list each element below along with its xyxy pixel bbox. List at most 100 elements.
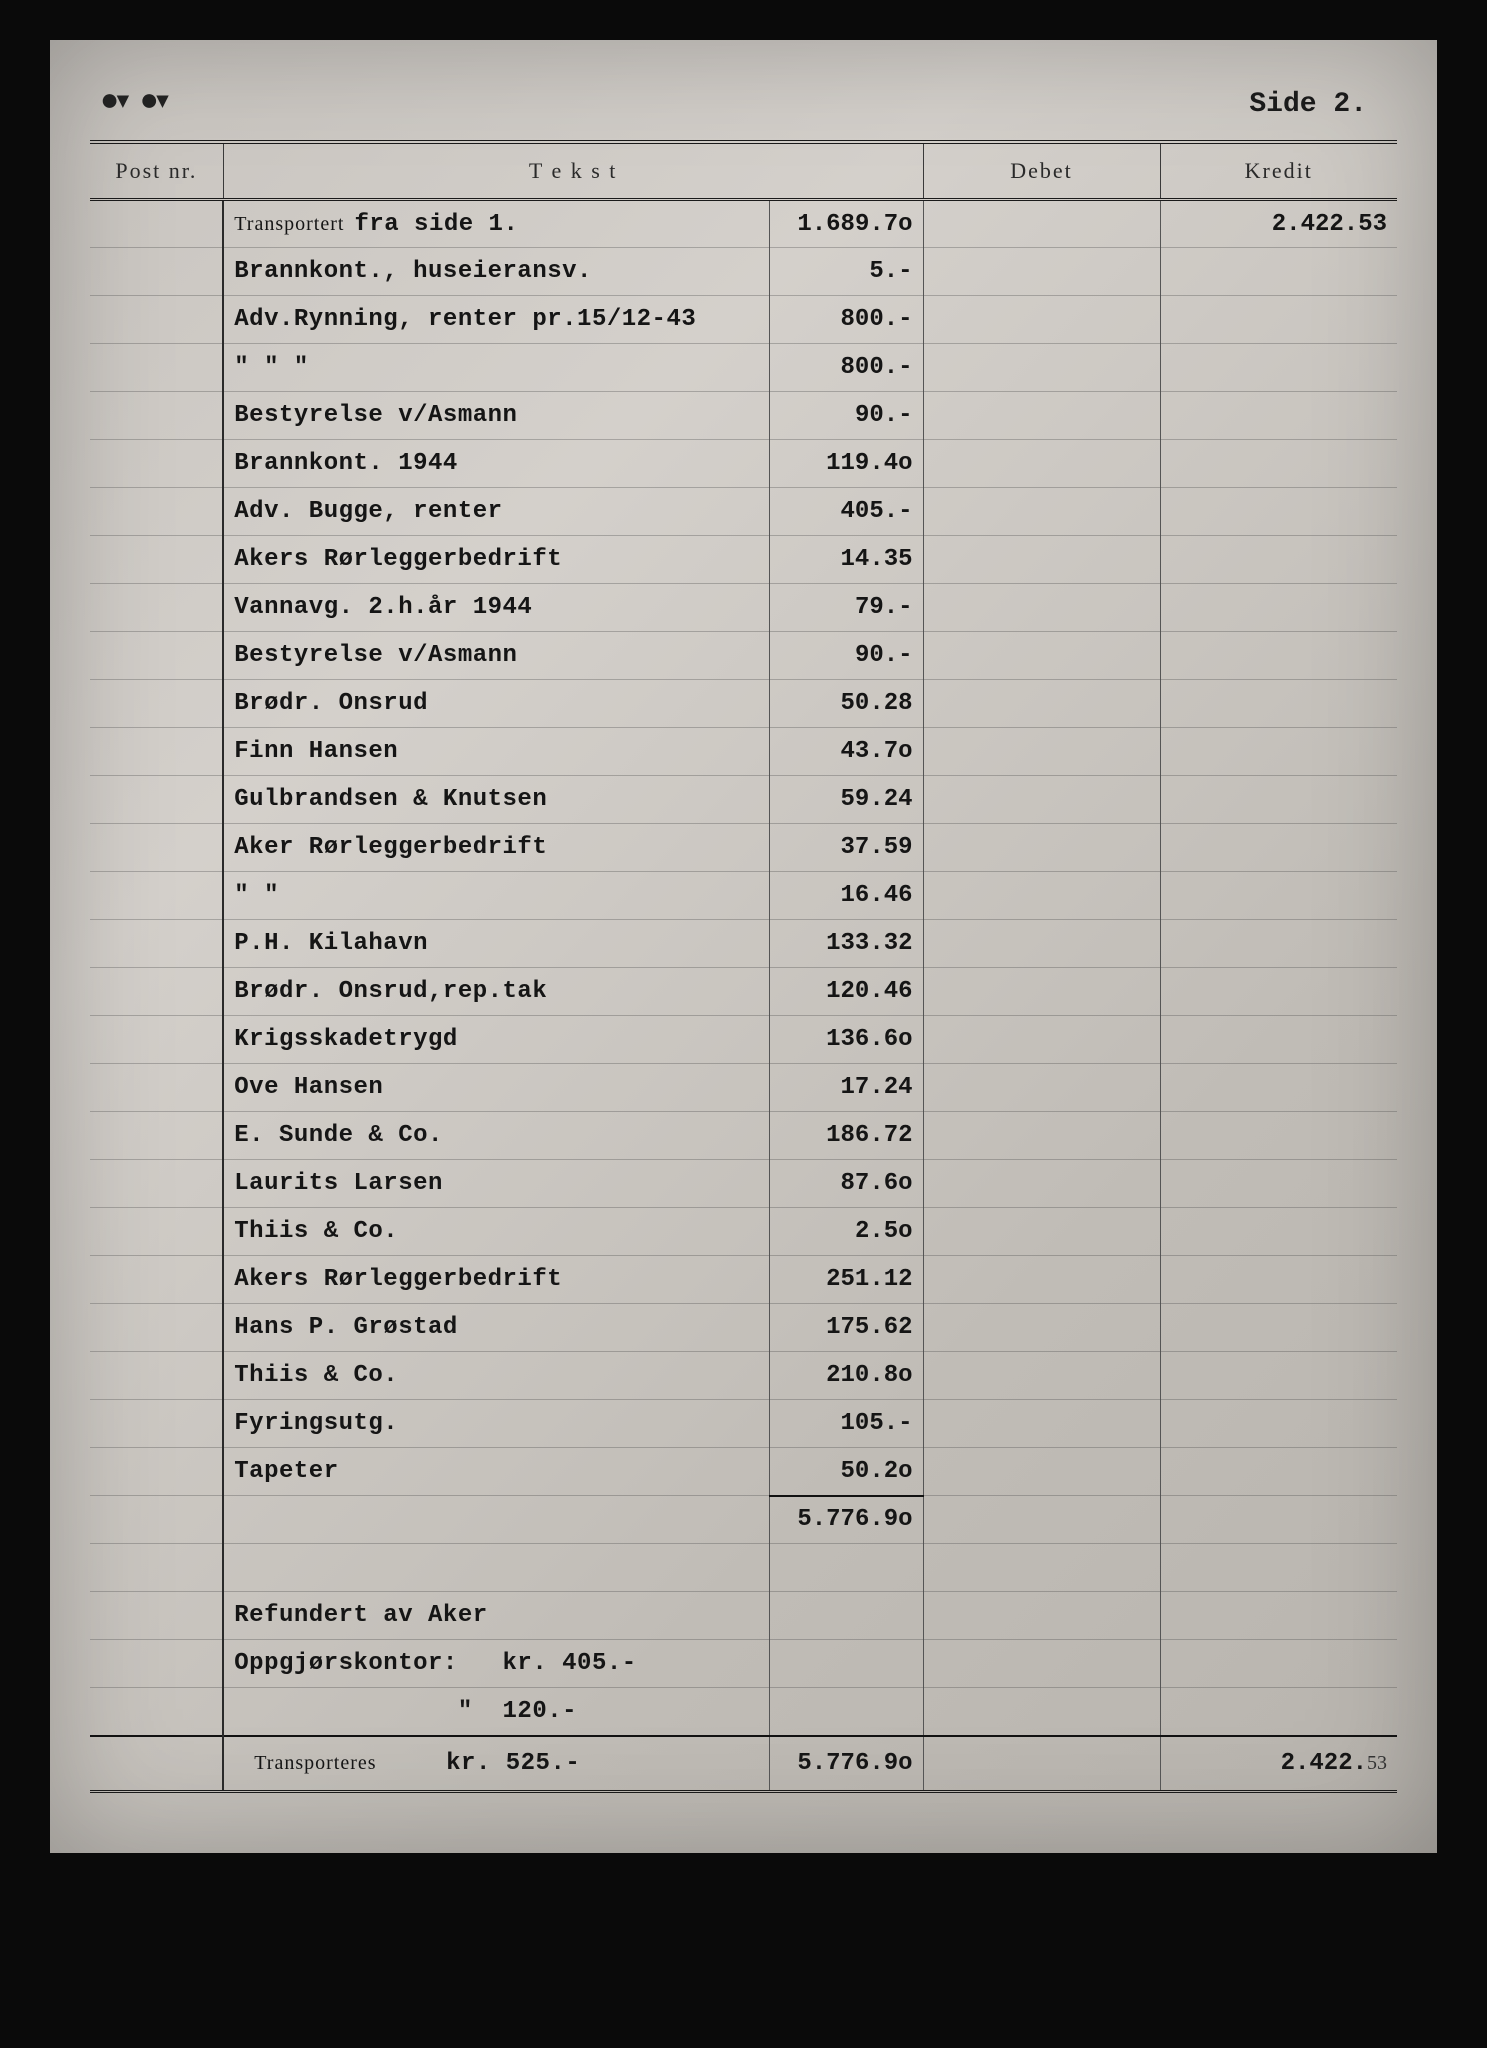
post-cell: [90, 1160, 223, 1208]
debet-cell: [923, 1256, 1160, 1304]
tekst-cell: Transportertfra side 1.: [223, 200, 769, 248]
debet-cell: [923, 1304, 1160, 1352]
table-row: Krigsskadetrygd136.6o: [90, 1016, 1397, 1064]
debet-cell: [923, 680, 1160, 728]
post-cell: [90, 1256, 223, 1304]
cell: [223, 1544, 769, 1592]
final-kredit: 2.422.53: [1160, 1736, 1397, 1792]
amount-cell: [769, 1688, 923, 1736]
table-row: " 120.-: [90, 1688, 1397, 1736]
kredit-cell: [1160, 776, 1397, 824]
amount-cell: 800.-: [769, 296, 923, 344]
cell: [1160, 1592, 1397, 1640]
amount-cell: 50.2o: [769, 1448, 923, 1496]
amount-cell: 251.12: [769, 1256, 923, 1304]
debet-cell: [923, 1016, 1160, 1064]
col-tekst-header: T e k s t: [223, 142, 923, 200]
cell: [1160, 1688, 1397, 1736]
table-row: 5.776.9o: [90, 1496, 1397, 1544]
table-row: Transportertfra side 1.1.689.7o2.422.53: [90, 200, 1397, 248]
cell: [923, 1544, 1160, 1592]
debet-cell: [923, 248, 1160, 296]
table-row: Adv.Rynning, renter pr.15/12-43800.-: [90, 296, 1397, 344]
table-row: Bestyrelse v/Asmann90.-: [90, 392, 1397, 440]
amount-cell: 16.46: [769, 872, 923, 920]
tekst-cell: Ove Hansen: [223, 1064, 769, 1112]
debet-cell: [923, 1064, 1160, 1112]
tekst-cell: Adv. Bugge, renter: [223, 488, 769, 536]
kredit-cell: [1160, 1400, 1397, 1448]
table-row: Laurits Larsen87.6o: [90, 1160, 1397, 1208]
tekst-cell: Brødr. Onsrud,rep.tak: [223, 968, 769, 1016]
amount-cell: 50.28: [769, 680, 923, 728]
tekst-cell: E. Sunde & Co.: [223, 1112, 769, 1160]
table-row: Brødr. Onsrud,rep.tak120.46: [90, 968, 1397, 1016]
kredit-cell: [1160, 1448, 1397, 1496]
subtotal-cell: 5.776.9o: [769, 1496, 923, 1544]
col-kredit-header: Kredit: [1160, 142, 1397, 200]
tekst-cell: Adv.Rynning, renter pr.15/12-43: [223, 296, 769, 344]
amount-cell: 43.7o: [769, 728, 923, 776]
cell: [90, 1544, 223, 1592]
table-row: Adv. Bugge, renter405.-: [90, 488, 1397, 536]
kredit-cell: [1160, 968, 1397, 1016]
kredit-cell: [1160, 440, 1397, 488]
tekst-cell: " 120.-: [223, 1688, 769, 1736]
debet-cell: [923, 1496, 1160, 1544]
post-cell: [90, 1400, 223, 1448]
final-amount: 5.776.9o: [769, 1736, 923, 1792]
kredit-cell: [1160, 1352, 1397, 1400]
tekst-cell: P.H. Kilahavn: [223, 920, 769, 968]
post-cell: [90, 1448, 223, 1496]
post-cell: [90, 920, 223, 968]
debet-cell: [923, 1448, 1160, 1496]
kredit-cell: [1160, 1160, 1397, 1208]
kredit-cell: [1160, 536, 1397, 584]
amount-cell: 136.6o: [769, 1016, 923, 1064]
amount-cell: 79.-: [769, 584, 923, 632]
tekst-cell: [223, 1496, 769, 1544]
tekst-cell: Aker Rørleggerbedrift: [223, 824, 769, 872]
tekst-cell: Tapeter: [223, 1448, 769, 1496]
table-row: Finn Hansen43.7o: [90, 728, 1397, 776]
table-row: Hans P. Grøstad175.62: [90, 1304, 1397, 1352]
debet-cell: [923, 200, 1160, 248]
col-debet-header: Debet: [923, 142, 1160, 200]
debet-cell: [923, 824, 1160, 872]
kredit-cell: [1160, 872, 1397, 920]
post-cell: [90, 1064, 223, 1112]
debet-cell: [923, 1736, 1160, 1792]
post-cell: [90, 1736, 223, 1792]
post-cell: [90, 680, 223, 728]
tekst-cell: " ": [223, 872, 769, 920]
amount-cell: 120.46: [769, 968, 923, 1016]
tekst-cell: Vannavg. 2.h.år 1944: [223, 584, 769, 632]
kredit-cell: [1160, 1112, 1397, 1160]
table-row: Thiis & Co.210.8o: [90, 1352, 1397, 1400]
amount-cell: 90.-: [769, 632, 923, 680]
post-cell: [90, 200, 223, 248]
page-number: Side 2.: [1249, 89, 1367, 120]
cell: [1160, 1544, 1397, 1592]
cell: [1160, 1640, 1397, 1688]
amount-cell: 800.-: [769, 344, 923, 392]
ledger-table: Post nr. T e k s t Debet Kredit Transpor…: [90, 140, 1397, 1793]
final-tekst: Transporteres kr. 525.-: [223, 1736, 769, 1792]
kredit-cell: [1160, 1256, 1397, 1304]
tekst-cell: Brannkont., huseieransv.: [223, 248, 769, 296]
tekst-cell: Finn Hansen: [223, 728, 769, 776]
debet-cell: [923, 440, 1160, 488]
post-cell: [90, 248, 223, 296]
table-row: P.H. Kilahavn133.32: [90, 920, 1397, 968]
debet-cell: [923, 296, 1160, 344]
table-row: Gulbrandsen & Knutsen59.24: [90, 776, 1397, 824]
debet-cell: [923, 392, 1160, 440]
tekst-cell: Thiis & Co.: [223, 1208, 769, 1256]
table-row: Brannkont., huseieransv.5.-: [90, 248, 1397, 296]
post-cell: [90, 296, 223, 344]
table-row: Fyringsutg.105.-: [90, 1400, 1397, 1448]
amount-cell: 133.32: [769, 920, 923, 968]
post-cell: [90, 968, 223, 1016]
post-cell: [90, 728, 223, 776]
amount-cell: 14.35: [769, 536, 923, 584]
